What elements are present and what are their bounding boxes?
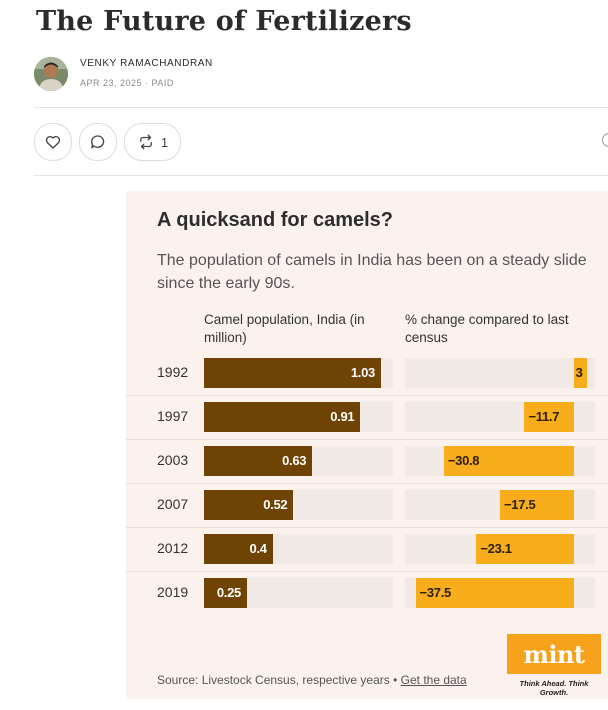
change-bar: [573, 358, 587, 388]
population-bar: 0.52: [204, 490, 294, 520]
divider-top: [34, 107, 608, 108]
row-separator: [126, 483, 608, 484]
population-value-label: 0.4: [249, 541, 267, 556]
row-separator: [126, 571, 608, 572]
get-the-data-link[interactable]: Get the data: [400, 673, 467, 687]
row-separator: [126, 439, 608, 440]
post-meta: APR 23, 2025 · PAID: [80, 78, 174, 88]
year-label: 1992: [157, 364, 189, 380]
population-column-header: Camel population, India (in million): [204, 312, 365, 345]
change-bar: [524, 402, 574, 432]
change-value-label: −11.7: [528, 409, 560, 424]
post-title: The Future of Fertilizers: [36, 6, 412, 37]
source-text: Source: Livestock Census, respective yea…: [157, 673, 401, 687]
population-value-label: 1.03: [350, 365, 375, 380]
change-column-header: % change compared to last census: [405, 312, 569, 345]
year-label: 2003: [157, 452, 189, 468]
population-value-label: 0.91: [330, 409, 355, 424]
restack-button[interactable]: 1: [124, 123, 181, 161]
population-bar: 0.63: [204, 446, 313, 476]
comment-button[interactable]: [79, 123, 117, 161]
year-label: 2007: [157, 496, 189, 512]
population-value-label: 0.52: [263, 497, 288, 512]
change-value-label: −37.5: [419, 585, 452, 600]
author-name[interactable]: VENKY RAMACHANDRAN: [80, 58, 213, 69]
divider-bottom: [34, 175, 608, 176]
row-separator: [126, 527, 608, 528]
author-photo: [34, 57, 68, 91]
change-value-label: 3: [575, 365, 583, 380]
more-button-edge[interactable]: [602, 133, 608, 147]
change-bar-track: [405, 358, 595, 388]
logo-tagline: Think Ahead. Think Growth.: [519, 679, 589, 697]
population-bar: 1.03: [204, 358, 381, 388]
restack-icon: [139, 134, 152, 150]
mint-logo: mint: [507, 634, 601, 674]
population-value-label: 0.63: [282, 453, 307, 468]
change-value-label: −23.1: [480, 541, 512, 556]
change-value-label: −30.8: [447, 453, 480, 468]
year-label: 1997: [157, 408, 189, 424]
like-button[interactable]: [34, 123, 72, 161]
change-bar: [500, 490, 574, 520]
comment-icon: [91, 135, 105, 149]
infographic-card: A quicksand for camels? The population o…: [126, 191, 608, 699]
row-separator: [126, 395, 608, 396]
year-label: 2012: [157, 540, 189, 556]
graphic-subtitle: The population of camels in India has be…: [157, 252, 587, 292]
source-note: Source: Livestock Census, respective yea…: [157, 673, 467, 687]
change-bar: [415, 578, 574, 608]
avatar[interactable]: [34, 57, 68, 91]
population-bar: 0.25: [204, 578, 247, 608]
restack-count: 1: [160, 134, 169, 150]
graphic-title: A quicksand for camels?: [157, 209, 393, 231]
population-bar: 0.4: [204, 534, 273, 564]
year-label: 2019: [157, 584, 189, 600]
change-bar: [476, 534, 574, 564]
change-bar: [443, 446, 574, 476]
heart-icon: [45, 135, 61, 149]
population-value-label: 0.25: [216, 585, 241, 600]
change-value-label: −17.5: [504, 497, 536, 512]
population-bar: 0.91: [204, 402, 361, 432]
